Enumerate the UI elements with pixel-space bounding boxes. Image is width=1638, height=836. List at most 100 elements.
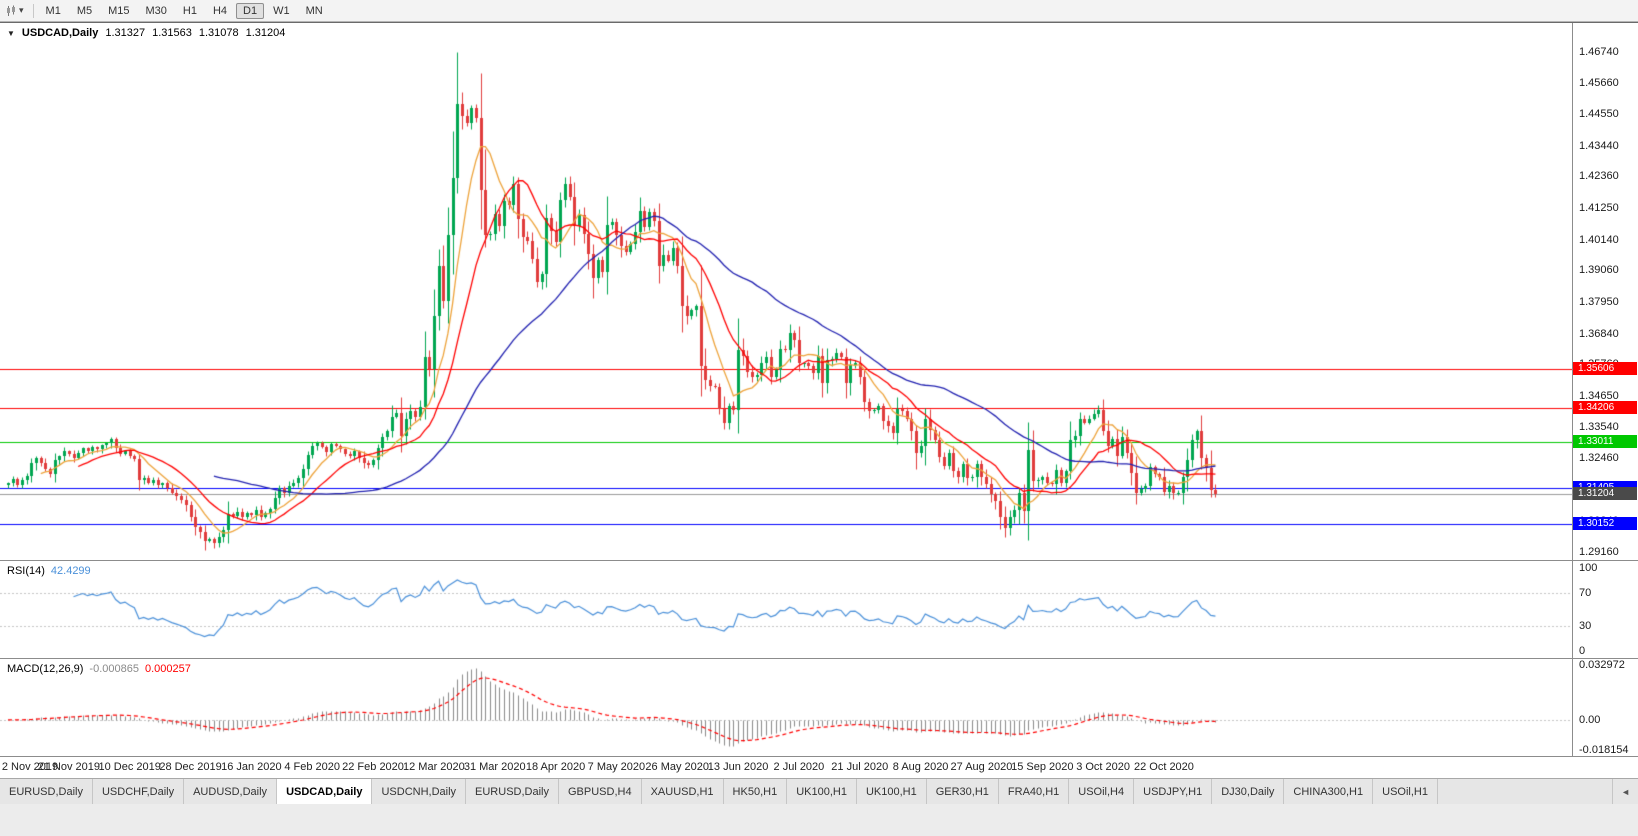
date-tick: 2 Jul 2020	[773, 761, 825, 773]
date-tick: 10 Dec 2019	[98, 761, 161, 773]
rsi-indicator-pane: RSI(14) 42.4299 100 70 30 0	[0, 560, 1638, 659]
ohlc-high: 1.31563	[152, 27, 192, 39]
macd-tick: 0.00	[1579, 713, 1601, 726]
chart-tab-usdcnh-daily[interactable]: USDCNH,Daily	[372, 779, 467, 804]
chart-tab-eurusd-daily[interactable]: EURUSD,Daily	[0, 779, 93, 804]
price-axis[interactable]: 1.46740 1.45660 1.44550 1.43440 1.42360 1.412…	[1572, 23, 1638, 560]
price-tick: 1.45660	[1579, 76, 1619, 89]
price-tick: 1.46740	[1579, 45, 1619, 58]
price-tick: 1.40140	[1579, 233, 1619, 246]
chart-ohlc-header: ▼ USDCAD,Daily 1.31327 1.31563 1.31078 1…	[7, 27, 285, 39]
timeframe-button-w1[interactable]: W1	[273, 4, 290, 17]
price-tick: 1.41250	[1579, 202, 1619, 215]
chart-window: ▼ USDCAD,Daily 1.31327 1.31563 1.31078 1…	[0, 22, 1638, 836]
main-chart-pane: ▼ USDCAD,Daily 1.31327 1.31563 1.31078 1…	[0, 22, 1638, 561]
date-tick: 13 Jun 2020	[707, 761, 769, 773]
timeframe-button-m5[interactable]: M5	[76, 4, 93, 17]
date-tick: 28 Dec 2019	[159, 761, 222, 773]
timeframe-button-m15[interactable]: M15	[108, 4, 130, 17]
timeframe-button-h4[interactable]: H4	[212, 4, 228, 17]
date-tick: 21 Nov 2019	[37, 761, 101, 773]
chart-tab-xauusd-h1[interactable]: XAUUSD,H1	[642, 779, 724, 804]
macd-tick: 0.032972	[1579, 659, 1625, 671]
rsi-canvas[interactable]	[0, 562, 1572, 659]
ohlc-close: 1.31204	[245, 27, 286, 39]
chart-tab-audusd-daily[interactable]: AUDUSD,Daily	[184, 779, 278, 804]
date-tick: 18 Apr 2020	[525, 761, 586, 773]
rsi-value: 42.4299	[50, 565, 91, 577]
date-tick: 21 Jul 2020	[831, 761, 889, 773]
macd-canvas[interactable]	[0, 660, 1572, 757]
price-tick: 1.42360	[1579, 170, 1619, 183]
current-price-badge: 1.31204	[1573, 486, 1637, 500]
price-tick: 1.39060	[1579, 264, 1619, 277]
date-tick: 3 Oct 2020	[1076, 761, 1131, 773]
date-tick: 12 Mar 2020	[402, 761, 465, 773]
timeframe-button-m30[interactable]: M30	[145, 4, 167, 17]
price-tick: 1.43440	[1579, 139, 1619, 152]
chart-tab-fra40-h1[interactable]: FRA40,H1	[999, 779, 1070, 804]
date-tick: 8 Aug 2020	[892, 761, 949, 773]
top-toolbar: ▾ M1 M5 M15 M30 H1 H4 D1 W1 MN	[0, 0, 1638, 22]
date-tick: 22 Oct 2020	[1133, 761, 1194, 773]
rsi-axis[interactable]: 100 70 30 0	[1572, 561, 1638, 658]
macd-tick: -0.018154	[1579, 744, 1629, 756]
chart-dropdown-caret-icon[interactable]: ▾	[19, 5, 24, 15]
macd-signal-value: 0.000257	[144, 663, 191, 675]
chart-tab-uk100-h1[interactable]: UK100,H1	[857, 779, 927, 804]
chart-tab-bar: EURUSD,Daily USDCHF,Daily AUDUSD,Daily USDC…	[0, 778, 1638, 804]
level-price-badge: 1.35606	[1573, 361, 1637, 375]
chart-tab-usdchf-daily[interactable]: USDCHF,Daily	[93, 779, 185, 804]
collapse-pane-icon[interactable]: ▼	[7, 28, 15, 38]
chart-tab-ger30-h1[interactable]: GER30,H1	[927, 779, 999, 804]
price-tick: 1.36840	[1579, 327, 1619, 340]
candlestick-chart-icon[interactable]	[5, 5, 17, 17]
rsi-name: RSI(14)	[7, 565, 45, 577]
timeframe-button-mn[interactable]: MN	[305, 4, 323, 17]
rsi-tick: 70	[1579, 586, 1592, 599]
level-price-badge: 1.34206	[1573, 401, 1637, 415]
rsi-tick: 0	[1579, 645, 1586, 657]
price-tick: 1.29160	[1579, 546, 1619, 559]
date-tick: 16 Jan 2020	[221, 761, 282, 773]
price-tick: 1.32460	[1579, 452, 1619, 465]
macd-axis[interactable]: 0.032972 0.00 -0.018154	[1572, 659, 1638, 756]
level-price-badge: 1.30152	[1573, 516, 1637, 530]
timeframe-button-d1[interactable]: D1	[236, 2, 265, 19]
date-tick: 27 Aug 2020	[950, 761, 1013, 773]
timeframe-button-m1[interactable]: M1	[45, 4, 61, 17]
tab-scroll-left-icon[interactable]: ◄	[1612, 779, 1638, 804]
macd-label: MACD(12,26,9) -0.000865 0.000257	[7, 663, 191, 675]
bottom-filler	[0, 804, 1638, 836]
chart-tab-gbpusd-h4[interactable]: GBPUSD,H4	[559, 779, 642, 804]
timeframe-button-h1[interactable]: H1	[182, 4, 197, 17]
chart-tab-usoil-h1[interactable]: USOil,H1	[1373, 779, 1438, 804]
ohlc-low: 1.31078	[198, 27, 239, 39]
chart-tab-usdjpy-h1[interactable]: USDJPY,H1	[1134, 779, 1213, 804]
ohlc-open: 1.31327	[105, 27, 146, 39]
chart-tab-uk100-h1[interactable]: UK100,H1	[787, 779, 857, 804]
macd-name: MACD(12,26,9)	[7, 663, 84, 675]
date-tick: 31 Mar 2020	[463, 761, 526, 773]
price-chart-canvas[interactable]	[0, 24, 1572, 561]
chart-tab-dj30-daily[interactable]: DJ30,Daily	[1212, 779, 1285, 804]
macd-indicator-pane: MACD(12,26,9) -0.000865 0.000257 0.03297…	[0, 658, 1638, 757]
date-tick: 4 Feb 2020	[284, 761, 341, 773]
price-tick: 1.44550	[1579, 108, 1619, 121]
date-axis[interactable]: 2 Nov 2019 21 Nov 2019 10 Dec 2019 28 Dec 2…	[0, 756, 1638, 778]
date-tick: 2 Nov 2019	[1, 761, 59, 773]
candlestick-glyph	[7, 5, 15, 16]
chart-tab-usoil-h4[interactable]: USOil,H4	[1069, 779, 1135, 804]
timeframe-button-group: M1 M5 M15 M30 H1 H4 D1 W1 MN	[39, 2, 330, 19]
chart-tab-china300-h1[interactable]: CHINA300,H1	[1284, 779, 1374, 804]
chart-tab-eurusd-daily[interactable]: EURUSD,Daily	[466, 779, 559, 804]
level-price-badge: 1.33011	[1573, 435, 1637, 449]
chart-tab-usdcad-daily[interactable]: USDCAD,Daily	[277, 779, 373, 804]
rsi-tick: 100	[1579, 562, 1598, 574]
date-tick: 22 Feb 2020	[342, 761, 404, 773]
chart-tab-hk50-h1[interactable]: HK50,H1	[724, 779, 788, 804]
toolbar-separator	[32, 3, 34, 18]
rsi-label: RSI(14) 42.4299	[7, 565, 91, 577]
price-tick: 1.37950	[1579, 295, 1619, 308]
